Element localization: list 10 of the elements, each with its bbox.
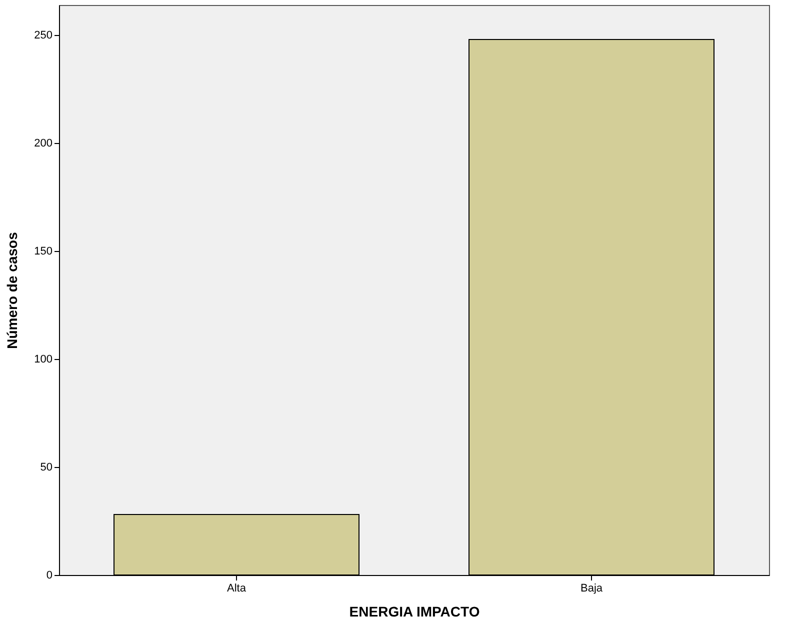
y-tick-label: 250 [34, 30, 52, 42]
y-tick-label: 100 [34, 354, 52, 366]
y-tick-label: 0 [46, 570, 52, 582]
x-tick-label: Baja [580, 582, 604, 594]
y-tick-label: 200 [34, 138, 52, 150]
y-tick-label: 150 [34, 246, 52, 258]
x-tick-label: Alta [227, 582, 247, 594]
x-axis-title: ENERGIA IMPACTO [349, 604, 480, 620]
y-tick-label: 50 [40, 462, 52, 474]
y-axis-title: Número de casos [4, 232, 20, 349]
